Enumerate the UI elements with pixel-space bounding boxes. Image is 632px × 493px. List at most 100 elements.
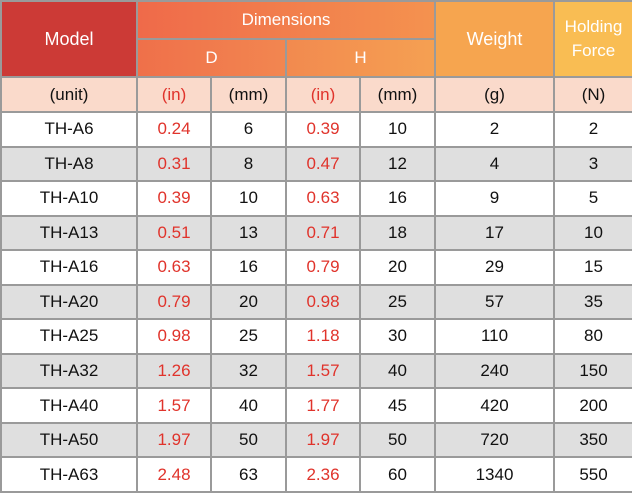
cell-force: 15: [553, 249, 632, 286]
cell-model: TH-A6: [0, 111, 138, 148]
cell-d-in: 0.79: [136, 283, 212, 321]
cell-d-mm: 6: [210, 111, 287, 148]
unit-cell-d-mm: (mm): [210, 76, 287, 113]
cell-h-mm: 10: [359, 111, 436, 148]
cell-d-mm: 25: [210, 318, 287, 355]
cell-model: TH-A63: [0, 456, 138, 493]
table-row: TH-A6 0.24 6 0.39 10 2 2: [0, 111, 632, 148]
cell-d-in: 1.97: [136, 421, 212, 459]
cell-d-in: 2.48: [136, 456, 212, 493]
cell-model: TH-A10: [0, 180, 138, 217]
unit-cell-model: (unit): [0, 76, 138, 113]
cell-weight: 420: [434, 387, 555, 424]
table-row: TH-A40 1.57 40 1.77 45 420 200: [0, 387, 632, 424]
cell-h-in: 0.98: [285, 283, 361, 321]
cell-model: TH-A50: [0, 421, 138, 459]
table-row: TH-A50 1.97 50 1.97 50 720 350: [0, 421, 632, 459]
unit-cell-force: (N): [553, 76, 632, 113]
cell-h-mm: 20: [359, 249, 436, 286]
cell-h-in: 0.71: [285, 214, 361, 252]
cell-d-mm: 16: [210, 249, 287, 286]
cell-weight: 4: [434, 145, 555, 183]
cell-h-in: 2.36: [285, 456, 361, 493]
cell-model: TH-A40: [0, 387, 138, 424]
cell-d-in: 0.51: [136, 214, 212, 252]
cell-model: TH-A25: [0, 318, 138, 355]
cell-d-mm: 63: [210, 456, 287, 493]
cell-h-mm: 25: [359, 283, 436, 321]
unit-row: (unit) (in) (mm) (in) (mm) (g) (N): [0, 76, 632, 113]
holding-force-header: Holding Force: [553, 0, 632, 78]
table-row: TH-A63 2.48 63 2.36 60 1340 550: [0, 456, 632, 493]
cell-d-in: 0.31: [136, 145, 212, 183]
cell-force: 150: [553, 352, 632, 390]
cell-h-mm: 45: [359, 387, 436, 424]
cell-d-in: 1.57: [136, 387, 212, 424]
cell-force: 10: [553, 214, 632, 252]
cell-h-in: 0.39: [285, 111, 361, 148]
cell-h-mm: 60: [359, 456, 436, 493]
cell-model: TH-A20: [0, 283, 138, 321]
table-header: Model Dimensions Weight Holding Force D …: [0, 0, 632, 113]
cell-h-mm: 30: [359, 318, 436, 355]
h-header: H: [285, 38, 436, 78]
cell-d-mm: 50: [210, 421, 287, 459]
table-row: TH-A10 0.39 10 0.63 16 9 5: [0, 180, 632, 217]
cell-h-in: 1.97: [285, 421, 361, 459]
cell-d-mm: 20: [210, 283, 287, 321]
weight-header: Weight: [434, 0, 555, 78]
table-row: TH-A16 0.63 16 0.79 20 29 15: [0, 249, 632, 286]
cell-h-in: 1.18: [285, 318, 361, 355]
cell-weight: 1340: [434, 456, 555, 493]
cell-force: 350: [553, 421, 632, 459]
cell-h-in: 0.79: [285, 249, 361, 286]
cell-model: TH-A32: [0, 352, 138, 390]
cell-weight: 2: [434, 111, 555, 148]
cell-d-mm: 10: [210, 180, 287, 217]
cell-h-mm: 12: [359, 145, 436, 183]
cell-h-in: 0.47: [285, 145, 361, 183]
cell-force: 80: [553, 318, 632, 355]
table-body: TH-A6 0.24 6 0.39 10 2 2 TH-A8 0.31 8 0.47 12 4 3 TH-A…: [0, 111, 632, 493]
cell-force: 2: [553, 111, 632, 148]
cell-force: 200: [553, 387, 632, 424]
unit-cell-h-in: (in): [285, 76, 361, 113]
table-row: TH-A8 0.31 8 0.47 12 4 3: [0, 145, 632, 183]
unit-cell-d-in: (in): [136, 76, 212, 113]
cell-d-mm: 13: [210, 214, 287, 252]
cell-force: 35: [553, 283, 632, 321]
d-header: D: [136, 38, 287, 78]
cell-d-mm: 8: [210, 145, 287, 183]
cell-force: 3: [553, 145, 632, 183]
table-row: TH-A20 0.79 20 0.98 25 57 35: [0, 283, 632, 321]
cell-model: TH-A16: [0, 249, 138, 286]
cell-force: 550: [553, 456, 632, 493]
cell-h-mm: 18: [359, 214, 436, 252]
table-row: TH-A25 0.98 25 1.18 30 110 80: [0, 318, 632, 355]
model-header: Model: [0, 0, 138, 78]
cell-d-in: 1.26: [136, 352, 212, 390]
cell-weight: 57: [434, 283, 555, 321]
cell-h-mm: 50: [359, 421, 436, 459]
cell-weight: 9: [434, 180, 555, 217]
cell-model: TH-A13: [0, 214, 138, 252]
cell-weight: 720: [434, 421, 555, 459]
cell-d-in: 0.39: [136, 180, 212, 217]
unit-cell-weight: (g): [434, 76, 555, 113]
cell-weight: 240: [434, 352, 555, 390]
cell-force: 5: [553, 180, 632, 217]
cell-h-in: 0.63: [285, 180, 361, 217]
cell-weight: 29: [434, 249, 555, 286]
cell-h-mm: 16: [359, 180, 436, 217]
cell-d-in: 0.24: [136, 111, 212, 148]
unit-cell-h-mm: (mm): [359, 76, 436, 113]
cell-d-in: 0.98: [136, 318, 212, 355]
cell-d-mm: 40: [210, 387, 287, 424]
dimensions-header: Dimensions: [136, 0, 436, 40]
cell-weight: 17: [434, 214, 555, 252]
cell-h-mm: 40: [359, 352, 436, 390]
cell-weight: 110: [434, 318, 555, 355]
table-row: TH-A13 0.51 13 0.71 18 17 10: [0, 214, 632, 252]
cell-h-in: 1.77: [285, 387, 361, 424]
